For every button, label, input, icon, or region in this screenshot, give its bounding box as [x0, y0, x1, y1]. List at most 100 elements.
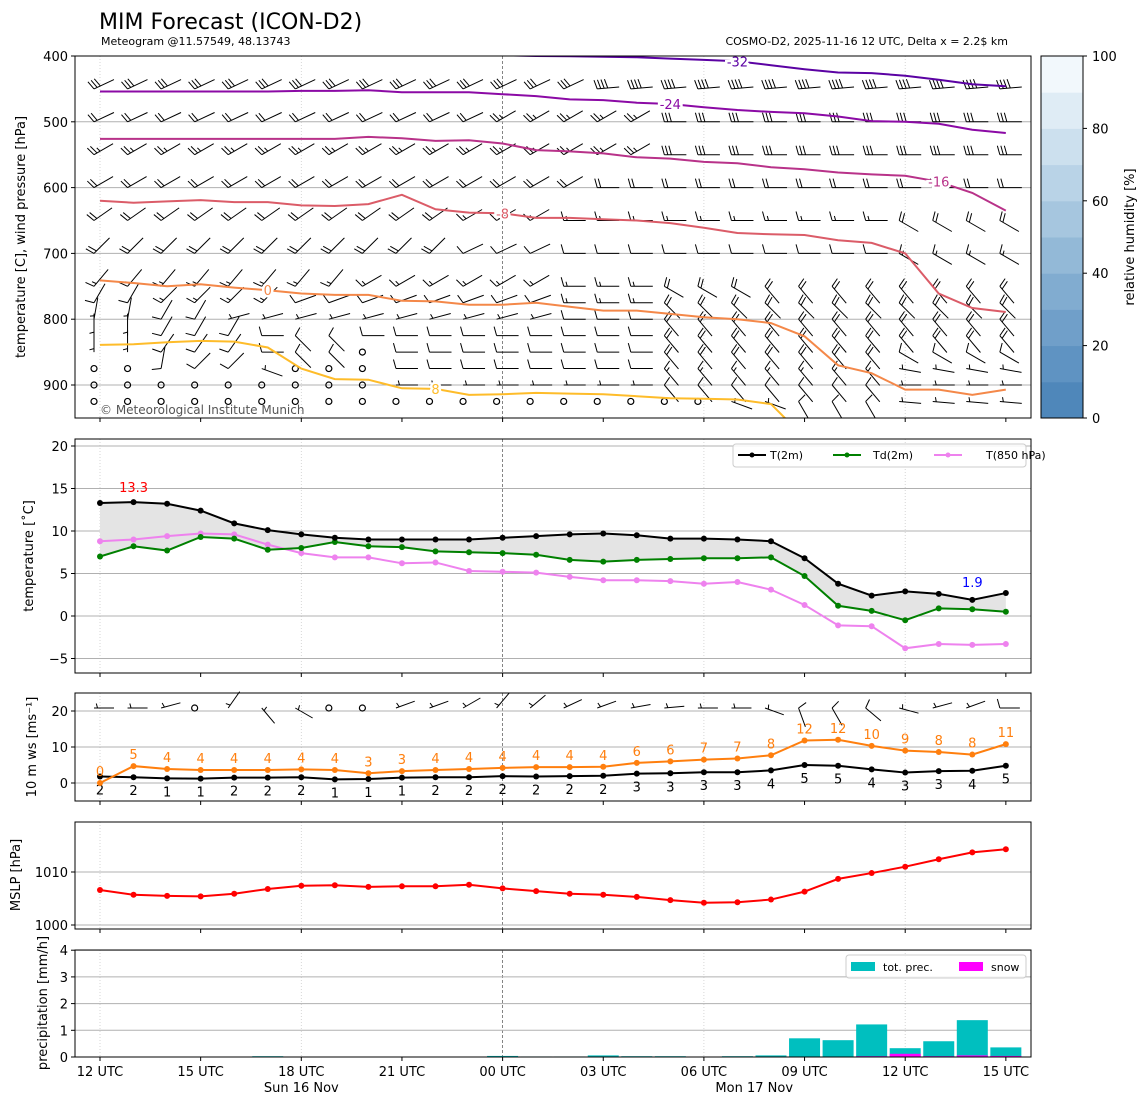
barb-shaft — [362, 56, 364, 57]
wind-gust-value-label: 6 — [666, 743, 674, 758]
wind-barb-icon — [594, 342, 620, 353]
colorbar-frame — [1040, 55, 1084, 419]
barb-half — [397, 380, 400, 386]
barb-full — [560, 79, 568, 88]
barb-shaft — [529, 143, 550, 156]
barb-full — [832, 112, 837, 122]
t2m-point — [97, 499, 103, 506]
wind-barb-icon — [795, 178, 821, 189]
barb-full — [388, 180, 397, 188]
barb-full — [698, 178, 702, 188]
barb-full — [391, 146, 400, 154]
barb-shaft — [295, 207, 314, 221]
barb-full — [288, 180, 296, 188]
barb-shaft — [663, 318, 679, 337]
barb-full — [996, 698, 1001, 709]
model-run-info: COSMO-D2, 2025-11-16 12 UTC, Delta x = 2… — [725, 35, 1008, 48]
barb-full — [460, 342, 464, 353]
colorbar-tick-label: 60 — [1092, 195, 1109, 210]
wind-barb-icon — [862, 178, 888, 189]
wind-barb-icon — [490, 294, 518, 304]
barb-shaft — [194, 237, 211, 254]
wind-barb-icon — [557, 78, 584, 90]
barb-full — [664, 178, 669, 188]
wind-barb-icon — [764, 397, 786, 410]
barb-half — [699, 703, 702, 709]
barb-full — [460, 359, 464, 369]
wind-barb-icon — [186, 352, 211, 369]
barb-full — [392, 326, 397, 336]
barb-full — [999, 294, 1005, 303]
barb-full — [965, 311, 972, 320]
barb-full — [294, 343, 301, 353]
barb-shaft — [228, 313, 250, 320]
total-precip-bar — [755, 1055, 787, 1057]
barb-full — [526, 79, 534, 88]
barb-shaft — [261, 176, 282, 189]
wind-barb-icon — [661, 178, 687, 189]
barb-half — [631, 702, 635, 708]
barb-full — [668, 145, 672, 155]
barb-full — [698, 112, 702, 122]
barb-full — [222, 245, 231, 252]
barb-half — [530, 314, 534, 319]
wind-barb-icon — [456, 274, 483, 287]
barb-half — [699, 367, 704, 372]
wind-barb-icon — [899, 704, 919, 714]
wind-barb-icon — [421, 237, 446, 254]
barb-full — [831, 327, 838, 336]
td2m-point — [365, 543, 372, 550]
wind-speed-value-label: 2 — [96, 784, 104, 799]
colorbar-tick-label: 0 — [1092, 412, 1100, 427]
barb-full — [289, 245, 299, 252]
barb-full — [963, 178, 967, 188]
td2m-point — [633, 556, 640, 563]
wind-barb-icon — [898, 342, 919, 364]
t850-point — [398, 560, 405, 567]
barb-full — [321, 214, 330, 221]
total-precip-bar — [990, 1047, 1022, 1057]
barb-half — [259, 281, 265, 285]
wind-gust-point — [197, 767, 204, 774]
barb-full — [253, 281, 262, 287]
barb-full — [456, 180, 464, 188]
barb-full — [527, 48, 534, 55]
wind-barb-icon — [831, 294, 849, 319]
barb-full — [289, 294, 296, 304]
wind-speed-point — [1002, 762, 1009, 769]
t2m-point — [365, 536, 372, 543]
barb-full — [663, 360, 671, 369]
wind-barb-icon — [560, 342, 586, 353]
barb-full — [1000, 145, 1004, 155]
barb-full — [324, 178, 333, 187]
barb-shaft — [194, 207, 213, 221]
barb-full — [187, 180, 196, 188]
wind-barb-icon — [221, 112, 249, 123]
barb-full — [965, 327, 972, 336]
barb-shaft — [93, 176, 114, 189]
barb-full — [422, 147, 430, 156]
barb-full — [124, 48, 131, 55]
wind-barb-icon — [895, 79, 922, 90]
legend-swatch — [851, 962, 875, 971]
barb-shaft — [999, 318, 1015, 337]
max-temperature-annotation: 13.3 — [119, 481, 148, 496]
barb-shaft — [965, 302, 983, 319]
wind-barb-icon — [694, 112, 720, 123]
barb-full — [151, 332, 162, 337]
barb-full — [932, 79, 937, 89]
barb-full — [432, 44, 439, 51]
barb-full — [731, 344, 738, 353]
barb-half — [395, 280, 400, 285]
colorbar-band — [1041, 381, 1083, 419]
barb-full — [154, 180, 162, 188]
wind-barb-icon — [996, 145, 1022, 156]
barb-full — [899, 178, 904, 188]
barb-full — [831, 377, 838, 386]
barb-full — [530, 78, 537, 87]
wind-barb-icon — [261, 313, 284, 320]
wind-barb-icon — [730, 277, 751, 298]
barb-full — [868, 79, 874, 89]
barb-full — [733, 346, 740, 356]
barb-full — [220, 214, 229, 221]
